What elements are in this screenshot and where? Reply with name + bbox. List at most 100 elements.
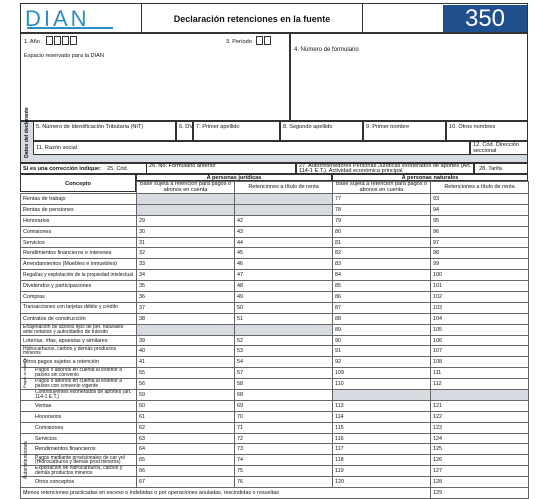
razon-social-field[interactable]: 11. Razón social <box>33 141 470 155</box>
pn-ret-cell[interactable]: 122 <box>430 410 529 423</box>
surname1-field[interactable]: 7. Primer apellido <box>193 121 280 141</box>
pj-ret-cell[interactable]: 43 <box>234 225 333 238</box>
pn-ret-cell[interactable]: 127 <box>430 465 529 478</box>
pn-base-cell[interactable]: 119 <box>332 465 431 478</box>
pj-base-cell[interactable]: 41 <box>136 356 235 369</box>
pj-base-cell[interactable]: 65 <box>136 454 235 467</box>
pn-ret-cell[interactable]: 129 <box>430 487 529 499</box>
pj-base-cell[interactable]: 30 <box>136 225 235 238</box>
pn-ret-cell[interactable]: 111 <box>430 367 529 380</box>
year-input[interactable] <box>45 36 77 45</box>
pj-ret-cell[interactable]: 73 <box>234 443 333 456</box>
pj-ret-cell[interactable]: 50 <box>234 301 333 314</box>
pj-base-cell[interactable]: 34 <box>136 269 235 282</box>
pn-base-cell[interactable]: 77 <box>332 193 431 205</box>
pj-base-cell[interactable]: 33 <box>136 258 235 271</box>
pj-base-cell[interactable]: 38 <box>136 312 235 325</box>
pj-ret-cell[interactable]: 47 <box>234 269 333 282</box>
pj-base-cell[interactable]: 64 <box>136 443 235 456</box>
pn-ret-cell[interactable]: 104 <box>430 312 529 325</box>
pn-base-cell[interactable]: 91 <box>332 345 431 358</box>
dir-code-field[interactable]: 12. Cód. Dirección seccional <box>470 141 528 155</box>
pj-ret-cell[interactable]: 58 <box>234 378 333 391</box>
pn-base-cell[interactable]: 118 <box>332 454 431 467</box>
pn-base-cell[interactable]: 120 <box>332 476 431 489</box>
pj-ret-cell[interactable]: 57 <box>234 367 333 380</box>
pj-base-cell[interactable]: 29 <box>136 214 235 227</box>
pj-ret-cell[interactable]: 74 <box>234 454 333 467</box>
pj-base-cell[interactable]: 60 <box>136 399 235 412</box>
pn-base-cell[interactable]: 113 <box>332 399 431 412</box>
pj-base-cell[interactable]: 36 <box>136 291 235 303</box>
pj-ret-cell[interactable]: 52 <box>234 334 333 347</box>
pj-ret-cell[interactable]: 69 <box>234 399 333 412</box>
pn-ret-cell[interactable]: 121 <box>430 399 529 412</box>
period-input[interactable] <box>255 36 271 45</box>
pj-ret-cell[interactable]: 53 <box>234 345 333 358</box>
pj-base-cell[interactable]: 61 <box>136 410 235 423</box>
pj-ret-cell[interactable]: 45 <box>234 247 333 260</box>
pn-ret-cell[interactable]: 98 <box>430 247 529 260</box>
pj-ret-cell[interactable]: 70 <box>234 410 333 423</box>
pn-ret-cell[interactable]: 128 <box>430 476 529 489</box>
pn-ret-cell[interactable]: 124 <box>430 432 529 445</box>
pj-base-cell[interactable]: 56 <box>136 378 235 391</box>
pj-base-cell[interactable]: 67 <box>136 476 235 489</box>
pn-ret-cell[interactable]: 112 <box>430 378 529 391</box>
pn-base-cell[interactable]: 78 <box>332 203 431 216</box>
pj-ret-cell[interactable]: 76 <box>234 476 333 489</box>
pn-ret-cell[interactable]: 107 <box>430 345 529 358</box>
pj-ret-cell[interactable]: 54 <box>234 356 333 369</box>
pn-base-cell[interactable]: 84 <box>332 269 431 282</box>
pj-base-cell[interactable]: 35 <box>136 280 235 293</box>
tarifa-field[interactable]: 28. Tarifa <box>474 163 528 174</box>
pn-base-cell[interactable]: 116 <box>332 432 431 445</box>
pn-ret-cell[interactable]: 126 <box>430 454 529 467</box>
pj-ret-cell[interactable]: 44 <box>234 236 333 249</box>
pj-base-cell[interactable]: 40 <box>136 345 235 358</box>
pn-base-cell[interactable]: 114 <box>332 410 431 423</box>
pn-ret-cell[interactable]: 101 <box>430 280 529 293</box>
pj-base-cell[interactable]: 32 <box>136 247 235 260</box>
pn-ret-cell[interactable]: 108 <box>430 356 529 369</box>
pj-base-cell[interactable]: 66 <box>136 465 235 478</box>
pn-base-cell[interactable]: 83 <box>332 258 431 271</box>
pn-ret-cell[interactable]: 123 <box>430 421 529 434</box>
pj-ret-cell[interactable]: 68 <box>234 389 333 401</box>
other-names-field[interactable]: 10. Otros nombres <box>446 121 528 141</box>
pn-base-cell[interactable]: 92 <box>332 356 431 369</box>
pn-base-cell[interactable]: 85 <box>332 280 431 293</box>
dv-field[interactable]: 6. DV <box>176 121 193 141</box>
pn-base-cell[interactable]: 82 <box>332 247 431 260</box>
pn-base-cell[interactable]: 110 <box>332 378 431 391</box>
pj-ret-cell[interactable]: 72 <box>234 432 333 445</box>
pn-base-cell[interactable]: 117 <box>332 443 431 456</box>
pj-ret-cell[interactable]: 49 <box>234 291 333 303</box>
pj-ret-cell[interactable]: 75 <box>234 465 333 478</box>
pn-ret-cell[interactable]: 102 <box>430 291 529 303</box>
pn-ret-cell[interactable]: 125 <box>430 443 529 456</box>
pn-ret-cell[interactable]: 96 <box>430 225 529 238</box>
pn-ret-cell[interactable]: 95 <box>430 214 529 227</box>
pn-base-cell[interactable]: 79 <box>332 214 431 227</box>
surname2-field[interactable]: 8. Segundo apellido <box>280 121 363 141</box>
pn-base-cell[interactable]: 86 <box>332 291 431 303</box>
self-retainer-field[interactable]: 27. Autorretenedores Personas Jurídicas … <box>296 163 474 174</box>
pj-ret-cell[interactable]: 51 <box>234 312 333 325</box>
pj-base-cell[interactable]: 62 <box>136 421 235 434</box>
pn-ret-cell[interactable]: 94 <box>430 203 529 216</box>
pj-ret-cell[interactable]: 48 <box>234 280 333 293</box>
pn-ret-cell[interactable]: 99 <box>430 258 529 271</box>
pj-base-cell[interactable]: 59 <box>136 389 235 401</box>
prev-form-field[interactable]: 26. No. Formulario anterior <box>146 163 296 174</box>
pj-ret-cell[interactable]: 71 <box>234 421 333 434</box>
pn-ret-cell[interactable]: 97 <box>430 236 529 249</box>
pn-ret-cell[interactable]: 93 <box>430 193 529 205</box>
pn-base-cell[interactable]: 87 <box>332 301 431 314</box>
pn-base-cell[interactable]: 90 <box>332 334 431 347</box>
name1-field[interactable]: 9. Primer nombre <box>363 121 446 141</box>
pn-base-cell[interactable]: 89 <box>332 323 431 336</box>
pn-base-cell[interactable]: 109 <box>332 367 431 380</box>
pn-base-cell[interactable]: 115 <box>332 421 431 434</box>
pn-base-cell[interactable]: 81 <box>332 236 431 249</box>
